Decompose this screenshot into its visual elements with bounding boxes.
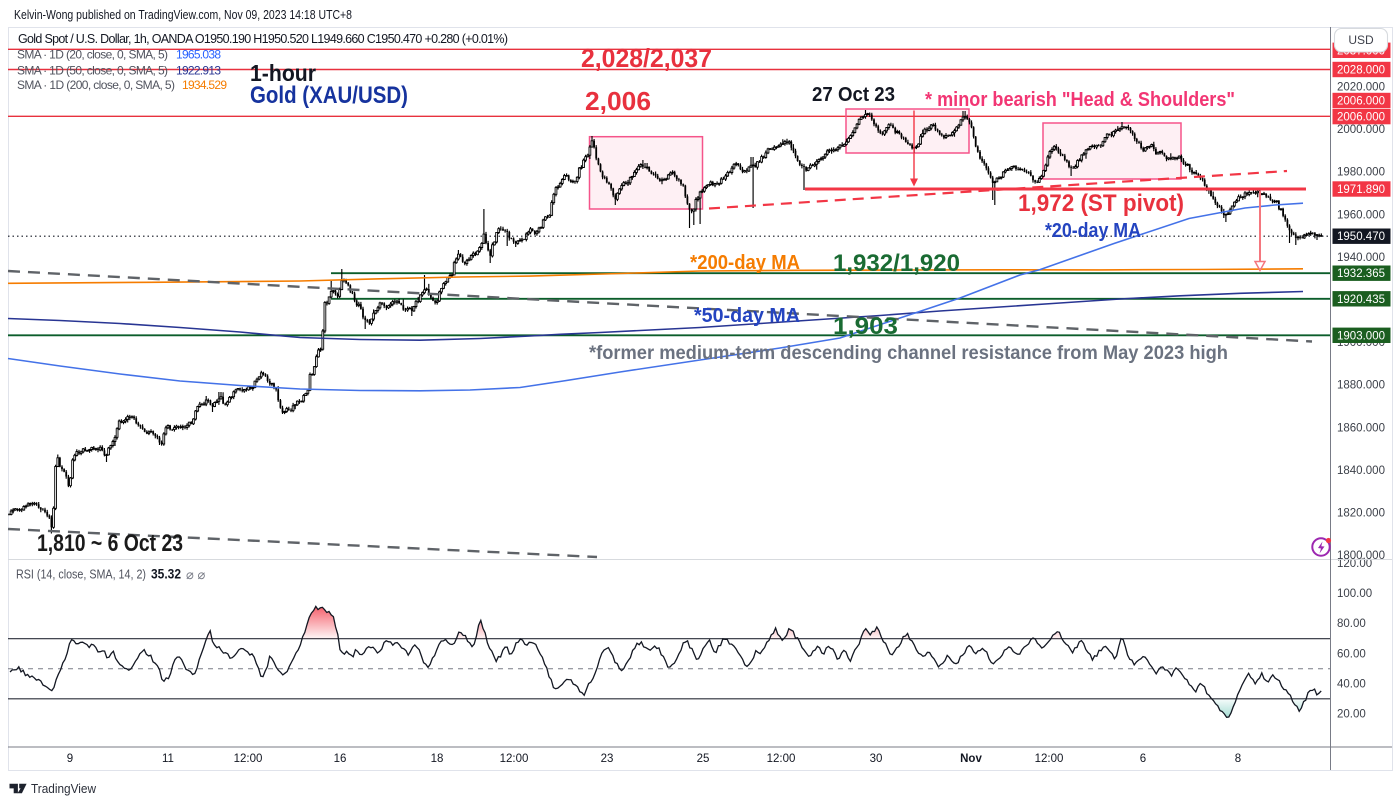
svg-text:100.00: 100.00: [1337, 588, 1372, 600]
svg-text:12:00: 12:00: [1035, 753, 1064, 765]
svg-text:2,028/2,037: 2,028/2,037: [581, 43, 712, 73]
svg-text:40.00: 40.00: [1337, 678, 1366, 690]
svg-text:1,932/1,920: 1,932/1,920: [833, 250, 960, 277]
svg-text:30: 30: [870, 753, 883, 765]
svg-text:27 Oct 23: 27 Oct 23: [812, 84, 895, 106]
svg-text:Gold (XAU/USD): Gold (XAU/USD): [250, 82, 408, 109]
svg-text:1-hour: 1-hour: [250, 60, 316, 86]
svg-text:1840.000: 1840.000: [1337, 465, 1385, 477]
svg-text:* minor bearish "Head & Should: * minor bearish "Head & Shoulders": [925, 89, 1235, 111]
svg-text:25: 25: [697, 753, 710, 765]
svg-text:*20-day MA: *20-day MA: [1045, 220, 1141, 242]
svg-text:8: 8: [1235, 753, 1241, 765]
svg-text:1950.470: 1950.470: [1337, 231, 1385, 243]
svg-text:9: 9: [67, 753, 73, 765]
svg-text:2028.000: 2028.000: [1337, 65, 1385, 77]
svg-text:1880.000: 1880.000: [1337, 380, 1385, 392]
svg-text:1,903: 1,903: [833, 313, 898, 340]
svg-text:23: 23: [601, 753, 614, 765]
svg-text:60.00: 60.00: [1337, 648, 1366, 660]
svg-text:SMA · 1D (50, close, 0, SMA, 5: SMA · 1D (50, close, 0, SMA, 5): [17, 64, 168, 78]
svg-text:2000.000: 2000.000: [1337, 124, 1385, 136]
svg-text:1980.000: 1980.000: [1337, 167, 1385, 179]
svg-text:2,006: 2,006: [585, 86, 651, 116]
svg-text:SMA · 1D (20, close, 0, SMA, 5: SMA · 1D (20, close, 0, SMA, 5): [17, 48, 168, 62]
svg-text:Gold Spot / U.S. Dollar, 1h, O: Gold Spot / U.S. Dollar, 1h, OANDA O1950…: [18, 32, 508, 46]
svg-text:*50-day MA: *50-day MA: [694, 305, 800, 327]
svg-text:1860.000: 1860.000: [1337, 422, 1385, 434]
svg-text:16: 16: [334, 753, 347, 765]
svg-text:12:00: 12:00: [500, 753, 529, 765]
svg-text:⌀ ⌀: ⌀ ⌀: [186, 567, 205, 582]
svg-text:1934.529: 1934.529: [182, 78, 227, 92]
svg-text:1,810 ~ 6 Oct 23: 1,810 ~ 6 Oct 23: [37, 530, 183, 557]
svg-text:1922.913: 1922.913: [176, 64, 221, 78]
svg-text:*200-day MA: *200-day MA: [690, 252, 800, 274]
svg-text:20.00: 20.00: [1337, 709, 1366, 721]
svg-text:120.00: 120.00: [1337, 558, 1372, 570]
svg-text:Kelvin-Wong published on Tradi: Kelvin-Wong published on TradingView.com…: [14, 8, 352, 22]
svg-text:6: 6: [1140, 753, 1146, 765]
svg-text:1965.038: 1965.038: [176, 48, 221, 62]
svg-text:1,972 (ST pivot): 1,972 (ST pivot): [1018, 190, 1184, 217]
svg-text:11: 11: [162, 753, 174, 765]
svg-text:1820.000: 1820.000: [1337, 508, 1385, 520]
svg-text:1940.000: 1940.000: [1337, 252, 1385, 264]
svg-text:2006.000: 2006.000: [1337, 96, 1385, 108]
svg-text:Nov: Nov: [960, 753, 982, 765]
svg-text:1932.365: 1932.365: [1337, 268, 1385, 280]
svg-text:RSI (14, close, SMA, 14, 2): RSI (14, close, SMA, 14, 2): [16, 567, 146, 582]
svg-text:12:00: 12:00: [234, 753, 263, 765]
svg-text:1960.000: 1960.000: [1337, 209, 1385, 221]
svg-text:USD: USD: [1348, 33, 1374, 47]
svg-text:1920.435: 1920.435: [1337, 294, 1385, 306]
svg-text:2020.000: 2020.000: [1337, 82, 1385, 94]
svg-text:*former medium-term descending: *former medium-term descending channel r…: [589, 343, 1228, 364]
svg-text:35.32: 35.32: [151, 567, 181, 582]
svg-text:1971.890: 1971.890: [1337, 184, 1385, 196]
svg-text:TradingView: TradingView: [31, 781, 97, 796]
svg-text:1903.000: 1903.000: [1337, 330, 1385, 342]
svg-text:18: 18: [431, 753, 444, 765]
svg-text:80.00: 80.00: [1337, 618, 1366, 630]
svg-text:2006.000: 2006.000: [1337, 112, 1385, 124]
svg-text:SMA · 1D (200, close, 0, SMA,: SMA · 1D (200, close, 0, SMA, 5): [17, 78, 175, 92]
svg-text:12:00: 12:00: [767, 753, 796, 765]
